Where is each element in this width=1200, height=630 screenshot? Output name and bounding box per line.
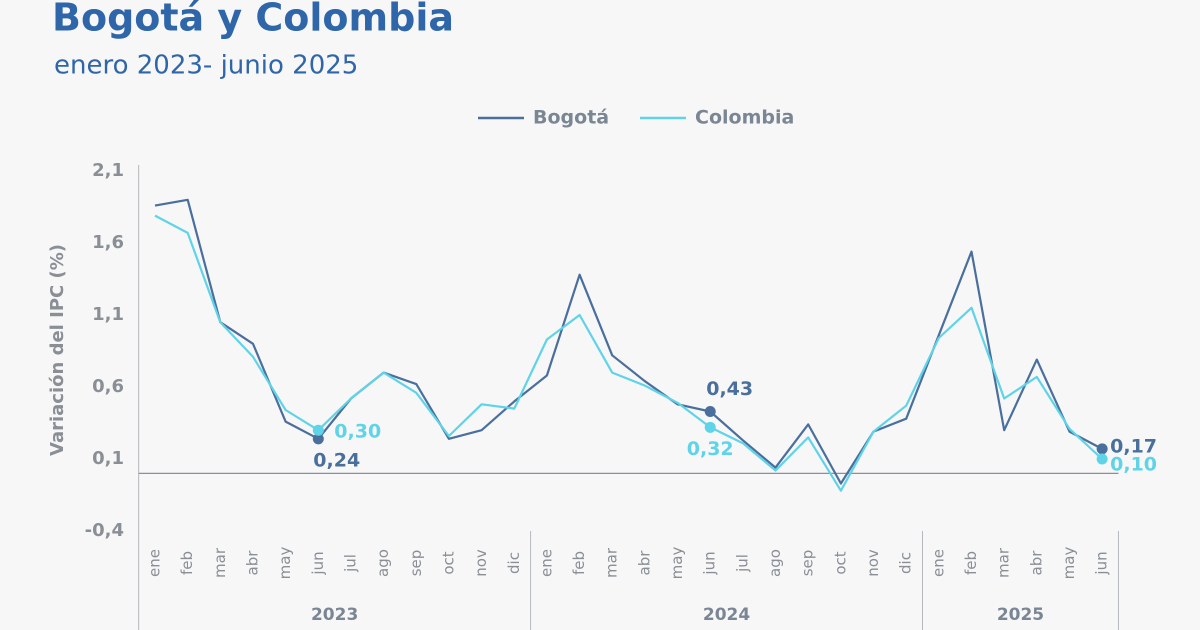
data-label: 0,17 <box>1110 435 1157 457</box>
y-tick-label: 2,1 <box>92 160 124 181</box>
x-tick-label: ene <box>537 549 555 577</box>
series-line <box>154 214 1103 492</box>
x-tick-label: dic <box>505 552 523 574</box>
x-tick-label: feb <box>962 551 980 575</box>
x-tick-label: ago <box>766 549 784 577</box>
group-label: 2025 <box>997 605 1044 625</box>
x-tick-label: ene <box>929 549 947 577</box>
legend-label: Bogotá <box>533 107 609 129</box>
data-label: 0,43 <box>706 378 753 400</box>
x-tick-label: may <box>276 547 294 580</box>
data-point <box>1096 453 1108 465</box>
y-tick-label: -0,4 <box>85 520 124 541</box>
data-point <box>312 433 324 445</box>
x-tick-label: oct <box>439 551 457 574</box>
data-label: 0,32 <box>687 438 734 460</box>
x-tick-label: abr <box>1027 550 1045 576</box>
y-tick-label: 1,1 <box>92 304 124 325</box>
y-axis-title: Variación del IPC (%) <box>47 244 68 456</box>
legend-label: Colombia <box>695 107 794 129</box>
x-tick-label: nov <box>472 549 490 577</box>
chart-title: Bogotá y Colombia <box>52 0 454 40</box>
y-tick-label: 1,6 <box>92 232 124 253</box>
x-tick-label: dic <box>897 552 915 574</box>
x-tick-label: mar <box>995 547 1013 578</box>
x-tick-label: abr <box>243 550 261 576</box>
x-tick-label: mar <box>603 547 621 578</box>
data-point <box>704 405 716 417</box>
x-tick-label: ene <box>146 549 164 577</box>
data-label: 0,10 <box>1110 454 1157 476</box>
group-label: 2023 <box>311 605 358 625</box>
x-tick-label: feb <box>178 551 196 575</box>
x-tick-label: oct <box>831 551 849 574</box>
x-tick-label: ago <box>374 549 392 577</box>
series-line <box>154 198 1103 485</box>
data-label: 0,30 <box>334 421 381 443</box>
y-tick-label: 0,1 <box>92 448 124 469</box>
x-tick-label: jun <box>1093 551 1111 575</box>
x-tick-label: jun <box>701 551 719 575</box>
group-label: 2024 <box>703 605 750 625</box>
y-tick-label: 0,6 <box>92 376 124 397</box>
x-tick-label: nov <box>864 549 882 577</box>
x-tick-label: jun <box>309 551 327 575</box>
chart-subtitle: enero 2023- junio 2025 <box>54 51 358 81</box>
x-tick-label: may <box>668 547 686 580</box>
data-point <box>1096 443 1108 455</box>
x-tick-label: abr <box>635 550 653 576</box>
x-tick-label: sep <box>407 550 425 577</box>
data-point <box>312 424 324 436</box>
data-label: 0,24 <box>313 449 360 471</box>
x-tick-label: may <box>1060 547 1078 580</box>
x-tick-label: mar <box>211 547 229 578</box>
x-tick-label: sep <box>799 550 817 577</box>
data-point <box>704 421 716 433</box>
x-tick-label: feb <box>570 551 588 575</box>
x-tick-label: jul <box>341 554 359 573</box>
x-tick-label: jul <box>733 554 751 573</box>
